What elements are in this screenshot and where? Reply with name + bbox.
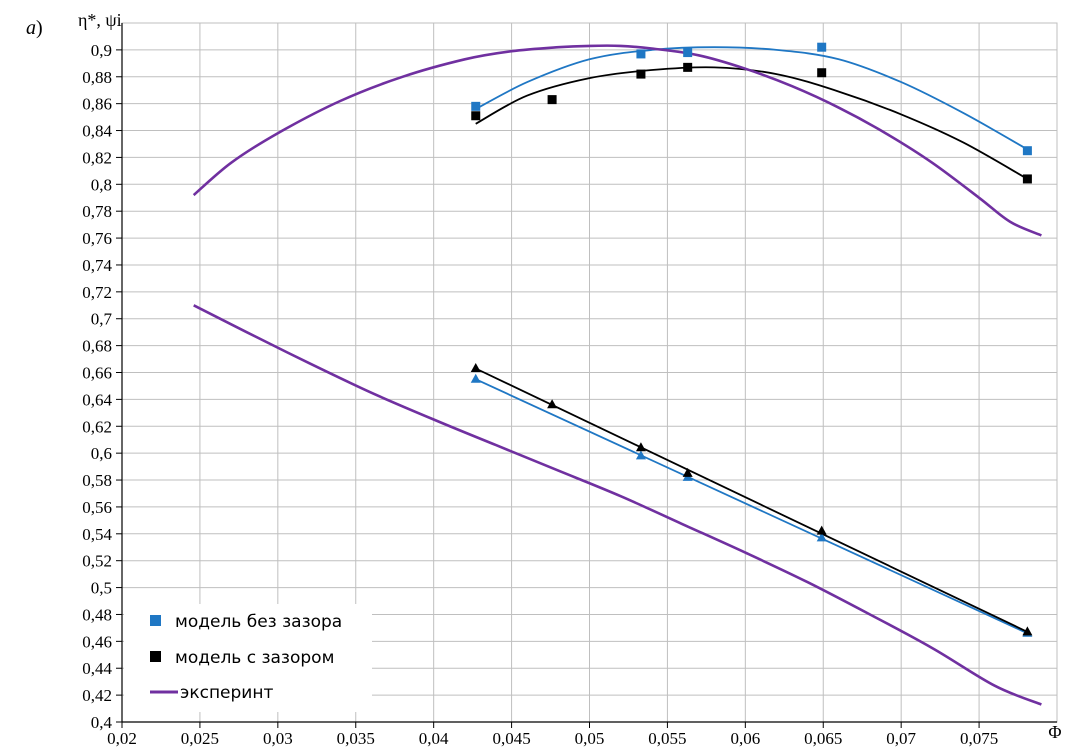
legend-marker-model-gap [150, 651, 161, 662]
y-tick-label: 0,58 [82, 471, 112, 490]
legend-label-model-gap: модель с зазором [175, 648, 334, 668]
y-tick-label: 0,84 [82, 122, 112, 141]
series-layer [192, 42, 1042, 706]
y-tick-label: 0,64 [82, 390, 112, 409]
head-blue-triangle-point [816, 532, 827, 542]
head-black-triangle-point [816, 525, 827, 535]
head-black-triangle-point [547, 399, 558, 409]
y-tick-label: 0,56 [82, 498, 112, 517]
efficiency-black-square-point [547, 95, 557, 105]
y-tick-label: 0,66 [82, 364, 112, 383]
head-black-triangle-point [635, 442, 646, 452]
y-tick-label: 0,7 [91, 310, 113, 329]
efficiency-black-square-point [636, 69, 646, 79]
efficiency-black-square-point [683, 62, 693, 72]
y-tick-label: 0,44 [82, 659, 112, 678]
y-tick-label: 0,88 [82, 68, 112, 87]
y-tick-label: 0,42 [82, 686, 112, 705]
x-tick-label: 0,035 [337, 729, 375, 748]
y-axis-title: η*, ψi [78, 10, 122, 30]
y-tick-label: 0,76 [82, 229, 112, 248]
efficiency-blue-trendline [475, 46, 1028, 151]
y-tick-label: 0,8 [91, 175, 112, 194]
head-blue-triangle-point [470, 373, 481, 383]
head-blue-trendline [475, 378, 1028, 635]
efficiency-purple-experiment-curve [192, 44, 1042, 237]
x-tick-label: 0,045 [492, 729, 530, 748]
y-tick-label: 0,54 [82, 525, 112, 544]
y-tick-label: 0,9 [91, 41, 112, 60]
head-blue-triangle-point [635, 450, 646, 460]
y-tick-label: 0,78 [82, 202, 112, 221]
x-tick-label: 0,05 [575, 729, 605, 748]
efficiency-blue-square-point [471, 101, 481, 111]
y-tick-label: 0,68 [82, 337, 112, 356]
efficiency-black-square-point [817, 68, 827, 78]
x-tick-label: 0,075 [960, 729, 998, 748]
y-tick-label: 0,48 [82, 605, 112, 624]
legend-label-model-no-gap: модель без зазора [175, 612, 342, 632]
legend-marker-model-no-gap [150, 615, 161, 626]
panel-label-paren: ) [36, 17, 43, 39]
x-tick-label: 0,04 [419, 729, 449, 748]
y-tick-label: 0,82 [82, 148, 112, 167]
head-black-trendline [475, 367, 1028, 633]
x-tick-label: 0,07 [886, 729, 916, 748]
x-tick-label: 0,025 [181, 729, 219, 748]
y-tick-label: 0,72 [82, 283, 112, 302]
efficiency-blue-square-point [683, 48, 693, 58]
x-tick-label: 0,03 [263, 729, 293, 748]
tick-layer: 0,02 0,025 0,03 0,035 0,04 0,045 0,05 0,055 0,06… [82, 41, 998, 748]
x-tick-label: 0,065 [804, 729, 842, 748]
y-tick-label: 0,74 [82, 256, 112, 275]
panel-label: a) [26, 17, 43, 39]
y-tick-label: 0,52 [82, 552, 112, 571]
x-tick-label: 0,02 [107, 729, 137, 748]
efficiency-blue-square-point [636, 49, 646, 59]
legend-label-experiment: эксперинт [180, 683, 273, 703]
y-tick-label: 0,86 [82, 95, 112, 114]
efficiency-black-square-point [471, 111, 481, 121]
legend-box [124, 604, 372, 712]
y-tick-label: 0,46 [82, 632, 112, 651]
x-axis-title: Φ [1048, 722, 1061, 742]
y-tick-label: 0,62 [82, 417, 112, 436]
legend: модель без зазора модель с зазором экспе… [124, 604, 372, 712]
y-tick-label: 0,4 [91, 713, 113, 732]
head-black-triangle-point [470, 362, 481, 372]
efficiency-blue-square-point [817, 42, 827, 52]
efficiency-blue-square-point [1022, 146, 1032, 156]
panel-label-letter: a [26, 17, 36, 39]
head-black-triangle-point [682, 467, 693, 477]
x-tick-label: 0,06 [730, 729, 760, 748]
y-tick-label: 0,5 [91, 579, 112, 598]
efficiency-black-square-point [1022, 174, 1032, 184]
efficiency-black-trendline [475, 66, 1028, 180]
y-tick-label: 0,6 [91, 444, 112, 463]
head-black-triangle-point [1022, 626, 1033, 636]
head-purple-experiment-curve [193, 304, 1042, 706]
x-tick-label: 0,055 [648, 729, 686, 748]
